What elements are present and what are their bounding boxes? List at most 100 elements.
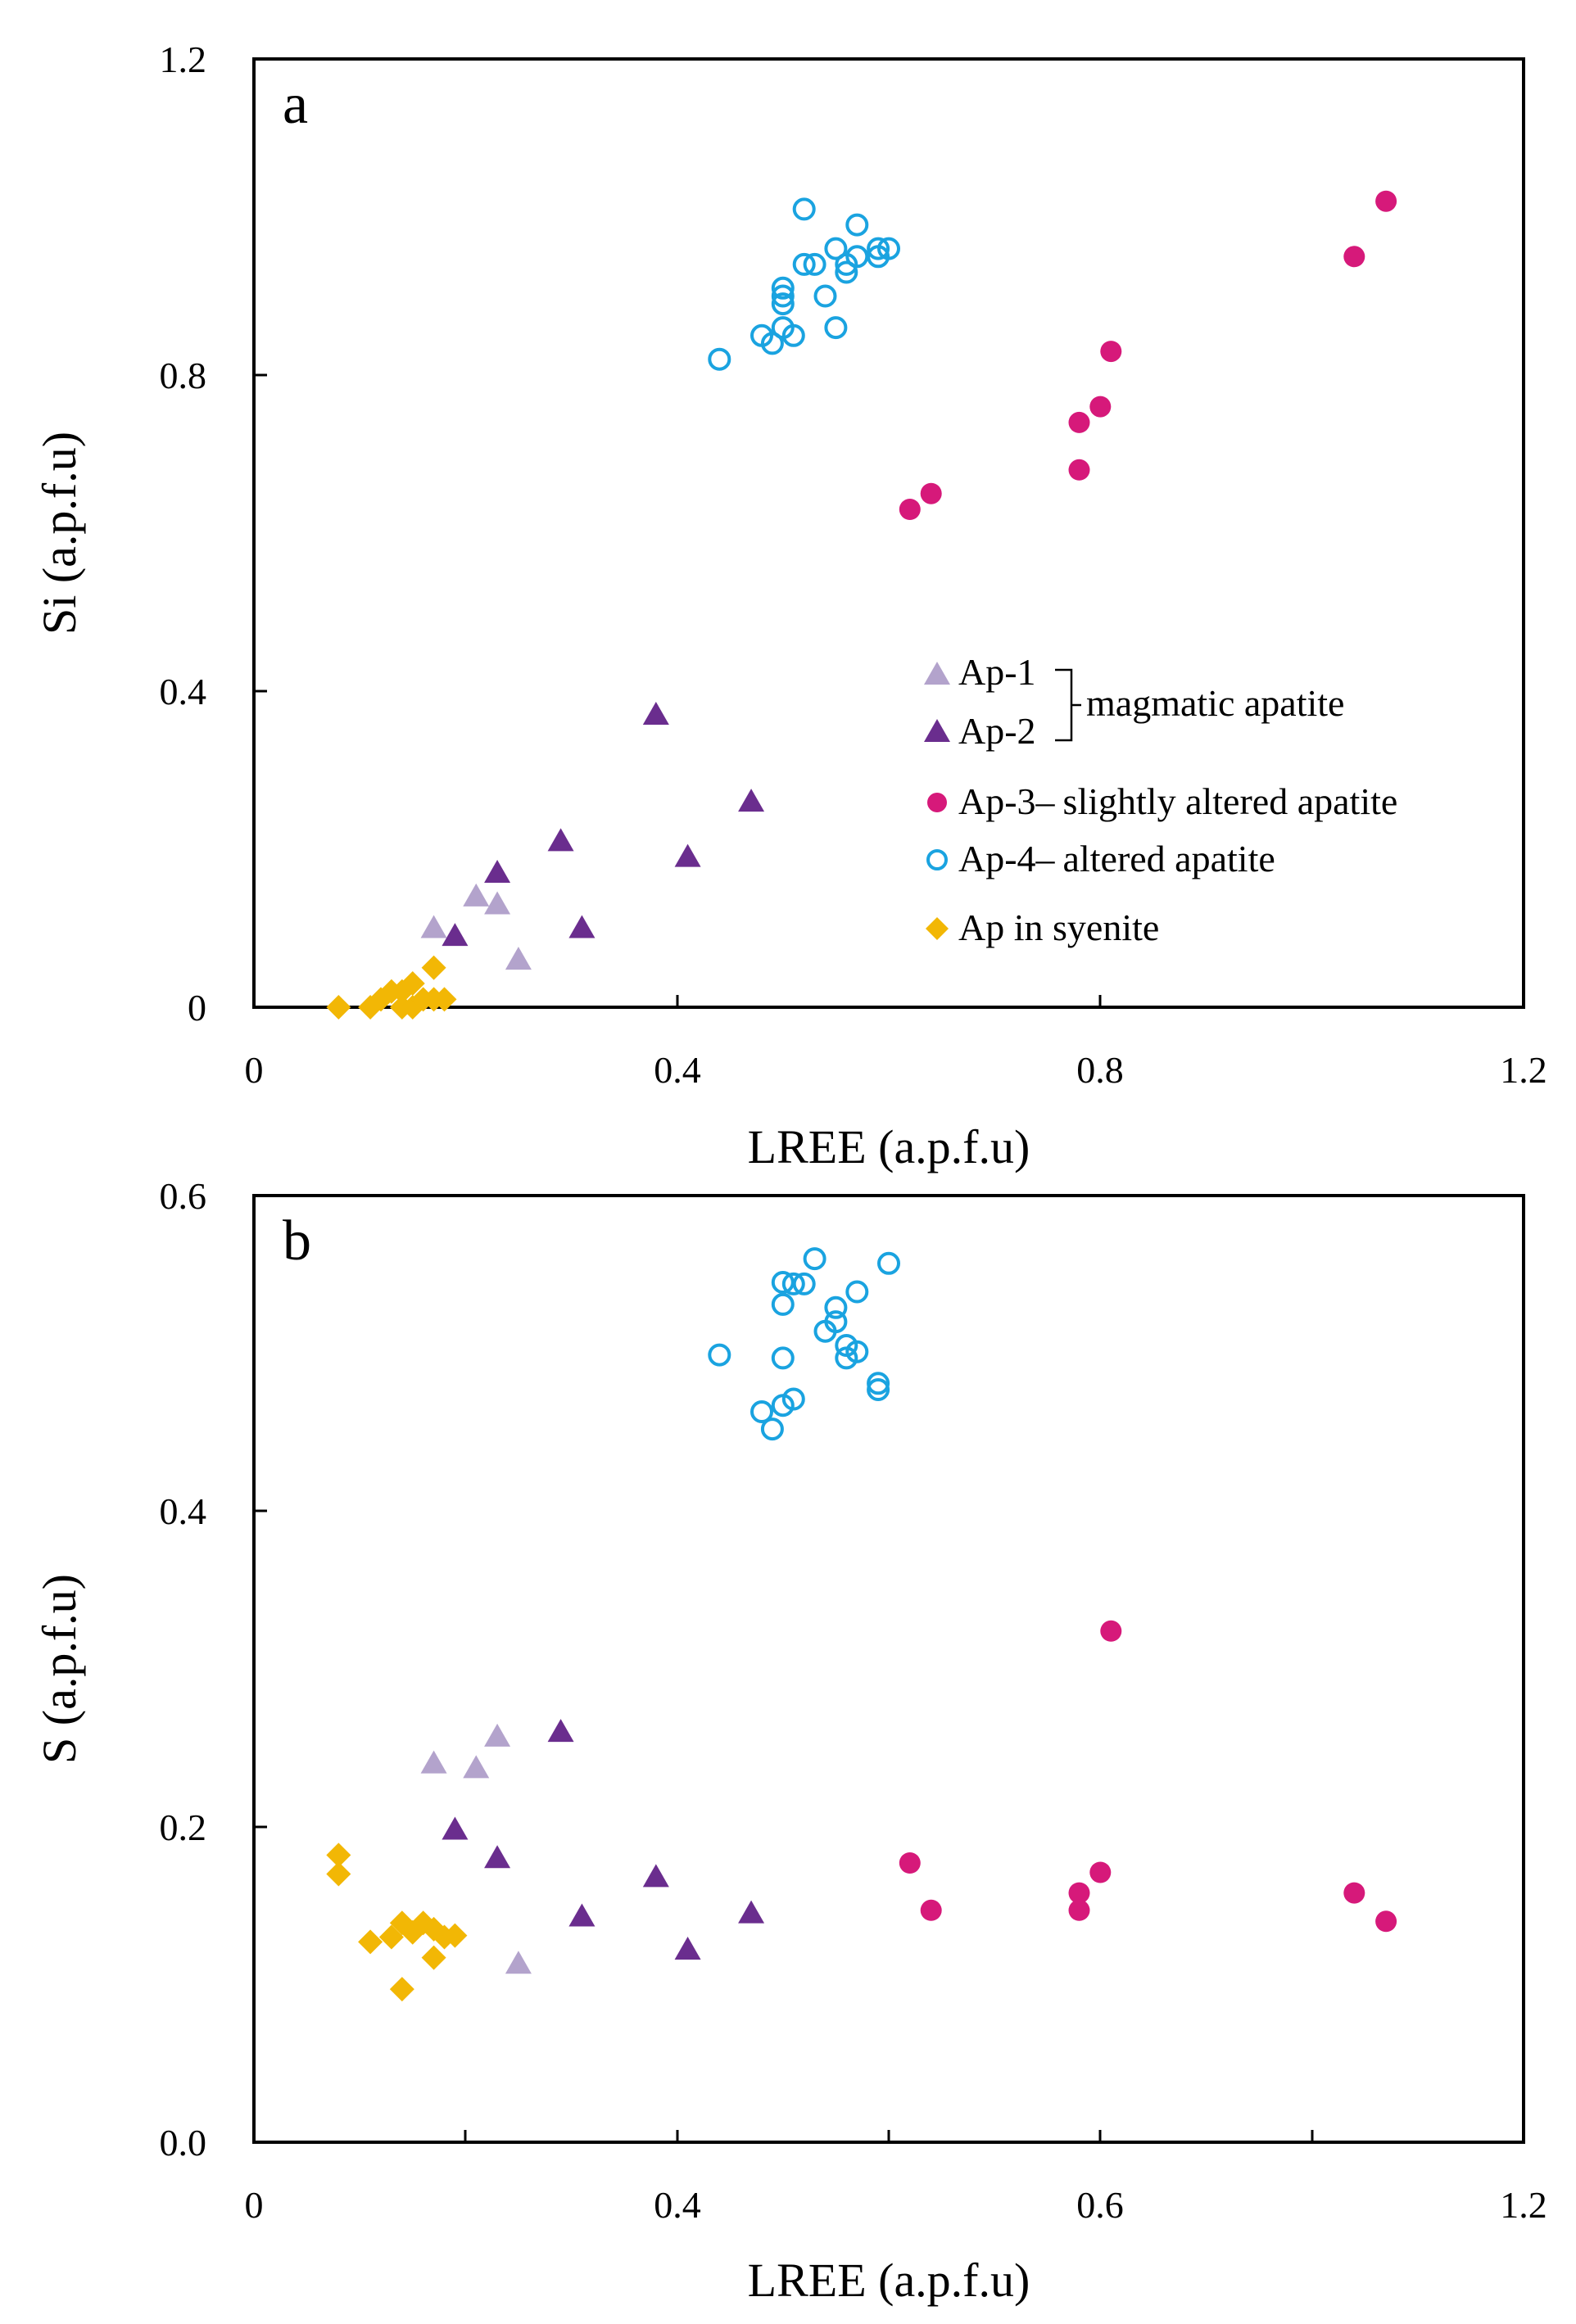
panel-b-x-tick-label: 1.2 [1500, 2184, 1547, 2226]
panel-b-y-axis-ticks [254, 1509, 267, 1829]
panel-b-y-axis-title: S (a.p.f.u) [33, 1574, 86, 1764]
panel-a-x-tick-label: 0.8 [1076, 1049, 1124, 1091]
panel-b-point-ap-4 [708, 1343, 731, 1367]
panel-b-point-ap-3 [1068, 1882, 1090, 1904]
legend: Ap-1 Ap-2 magmatic apatite Ap-3– slightly… [924, 651, 1397, 948]
legend-entry-ap-2: Ap-2 [924, 710, 1036, 752]
panel-b-point-ap-2 [642, 1864, 669, 1888]
panel-a-scatter-plot: 0 0.4 0.8 1.2 0 0.4 0.8 1.2 LREE (a.p.f.… [33, 38, 1547, 1173]
panel-b-point-ap-4 [845, 1280, 869, 1304]
panel-b-point-ap-2 [674, 1936, 701, 1960]
panel-b-point-ap-2 [568, 1903, 596, 1927]
panel-b-x-tick-label: 0 [245, 2184, 264, 2226]
panel-a-point-ap-4 [824, 316, 848, 340]
panel-a-point-ap-2 [547, 828, 574, 852]
panel-b-point-ap-2 [442, 1816, 469, 1840]
panel-b-point-ap-in-syenite [326, 1842, 351, 1868]
panel-a-y-tick-label: 0.8 [160, 355, 207, 396]
legend-label-ap-1: Ap-1 [958, 651, 1036, 693]
panel-b-point-ap-in-syenite [389, 1977, 414, 2002]
panel-a-x-tick-label: 1.2 [1500, 1049, 1547, 1091]
panel-a-point-ap-in-syenite [421, 955, 446, 980]
panel-a-point-ap-3 [1100, 341, 1122, 363]
panel-b-point-ap-4 [803, 1247, 826, 1271]
panel-a-point-ap-2 [674, 843, 701, 867]
panel-a-letter: a [283, 73, 308, 136]
panel-b-point-ap-4 [877, 1251, 900, 1275]
panel-a-y-tick-label: 0 [188, 987, 206, 1029]
panel-a-point-ap-3 [1343, 246, 1365, 268]
panel-b-y-tick-labels: 0.0 0.2 0.4 0.6 [160, 1175, 207, 2163]
panel-a-point-ap-3 [899, 499, 921, 520]
panel-b-point-ap-4 [781, 1272, 805, 1295]
panel-a-point-ap-4 [867, 237, 890, 260]
legend-entry-ap-in-syenite: Ap in syenite [926, 907, 1159, 948]
panel-b-point-ap-2 [738, 1900, 765, 1924]
panel-a-x-tick-labels: 0 0.4 0.8 1.2 [245, 1049, 1547, 1091]
panel-a-point-ap-4 [708, 347, 731, 371]
panel-b-x-axis-ticks [464, 2130, 1314, 2142]
panel-a-point-ap-4 [771, 292, 795, 316]
panel-a-plot-frame [252, 57, 1525, 1009]
panel-b-point-ap-4 [867, 1378, 890, 1401]
panel-b-scatter-plot: 0 0.4 0.6 1.2 0.0 0.2 0.4 0.6 LREE (a.p.… [33, 1175, 1547, 2307]
legend-marker-ap-4 [926, 849, 948, 870]
panel-a-point-ap-4 [824, 237, 848, 260]
panel-b-point-ap-4 [867, 1372, 890, 1395]
panel-b-point-ap-3 [1375, 1910, 1397, 1933]
panel-b-point-ap-4 [781, 1387, 805, 1411]
panel-a-point-ap-4 [771, 284, 795, 308]
panel-a-point-ap-2 [568, 915, 596, 938]
panel-b-point-ap-1 [463, 1755, 490, 1779]
panel-a-point-ap-1 [484, 891, 511, 915]
panel-b-x-tick-label: 0.4 [654, 2184, 701, 2226]
panel-a-data-points [326, 190, 1397, 1020]
panel-b-point-ap-in-syenite [421, 1945, 446, 1970]
legend-entry-ap-1: Ap-1 [924, 651, 1036, 693]
panel-a-x-tick-label: 0.4 [654, 1049, 701, 1091]
panel-a-point-ap-3 [1089, 396, 1112, 418]
panel-b-point-ap-3 [1343, 1882, 1365, 1904]
panel-a-x-axis-ticks [676, 995, 1102, 1007]
panel-b-plot-frame [252, 1194, 1525, 2144]
panel-a-point-ap-1 [420, 915, 447, 938]
panel-b-point-ap-in-syenite [358, 1929, 383, 1955]
panel-b-letter: b [283, 1209, 311, 1273]
panel-a-point-ap-3 [1068, 459, 1090, 481]
panel-a-x-tick-label: 0 [245, 1049, 264, 1091]
panel-b-data-points [326, 1247, 1397, 2002]
panel-a-point-ap-4 [771, 276, 795, 300]
panel-a-y-axis-title: Si (a.p.f.u) [33, 432, 86, 635]
legend-marker-ap-2 [924, 719, 950, 742]
panel-b-point-ap-4 [824, 1295, 848, 1319]
panel-a-point-ap-4 [760, 332, 784, 355]
legend-label-ap-3: Ap-3– slightly altered apatite [958, 780, 1397, 822]
panel-a-point-ap-4 [877, 237, 900, 260]
panel-b-y-tick-label: 0.6 [160, 1175, 207, 1217]
panel-a-point-ap-4 [845, 213, 869, 237]
panel-a-point-ap-1 [463, 883, 490, 907]
panel-b-y-tick-label: 0.2 [160, 1806, 207, 1848]
panel-b-point-ap-4 [771, 1346, 795, 1370]
panel-b-point-ap-4 [845, 1340, 869, 1363]
panel-a-point-ap-4 [813, 284, 837, 308]
panel-b-x-tick-labels: 0 0.4 0.6 1.2 [245, 2184, 1547, 2226]
panel-b-point-ap-4 [792, 1272, 816, 1295]
panel-a-point-ap-4 [792, 197, 816, 221]
panel-b-point-ap-3 [899, 1852, 921, 1874]
panel-a-point-ap-2 [642, 701, 669, 725]
panel-b-point-ap-in-syenite [442, 1923, 468, 1948]
panel-a-y-tick-label: 1.2 [160, 38, 207, 80]
legend-entry-ap-4: Ap-4– altered apatite [926, 838, 1275, 879]
magmatic-apatite-bracket [1055, 668, 1081, 742]
panel-b-x-tick-label: 0.6 [1076, 2184, 1124, 2226]
panel-b-point-ap-3 [920, 1899, 942, 1921]
legend-label-ap-2: Ap-2 [958, 710, 1036, 752]
panel-a-point-ap-2 [484, 859, 511, 883]
legend-annotation-magmatic-apatite: magmatic apatite [1086, 682, 1344, 724]
panel-b-point-ap-1 [484, 1723, 511, 1747]
panel-a-y-axis-ticks [254, 373, 267, 693]
panel-b-x-axis-title: LREE (a.p.f.u) [748, 2254, 1030, 2307]
panel-b-point-ap-4 [771, 1271, 795, 1294]
